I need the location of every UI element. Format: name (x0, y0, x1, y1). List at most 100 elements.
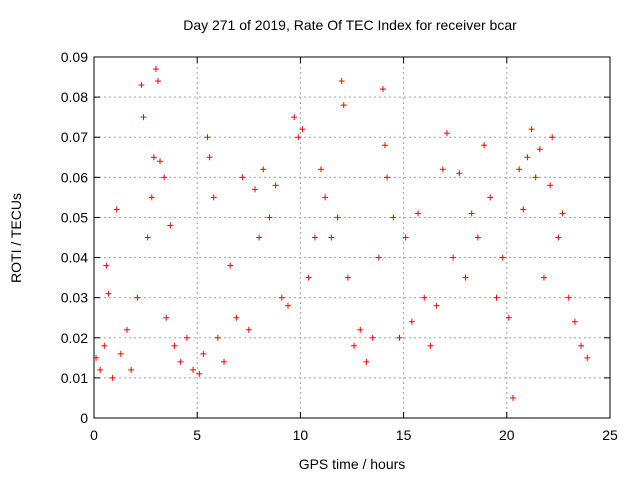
data-point (516, 166, 523, 173)
data-point (481, 142, 488, 149)
x-tick-label: 0 (90, 427, 98, 443)
data-point (402, 234, 409, 241)
data-point (227, 262, 234, 269)
data-point (433, 302, 440, 309)
data-point (154, 78, 161, 85)
data-point (532, 174, 539, 181)
y-tick-label: 0.01 (61, 370, 88, 386)
data-point (124, 326, 131, 333)
data-point (101, 342, 108, 349)
data-point (408, 318, 415, 325)
data-point (103, 262, 110, 269)
x-tick-label: 15 (396, 427, 412, 443)
y-tick-label: 0.03 (61, 290, 88, 306)
data-point (357, 326, 364, 333)
data-point (474, 234, 481, 241)
data-point (584, 354, 591, 361)
data-point (311, 234, 318, 241)
grid-lines (94, 57, 610, 418)
data-point (278, 294, 285, 301)
chart-title: Day 271 of 2019, Rate Of TEC Index for r… (183, 17, 517, 33)
data-point (415, 210, 422, 217)
data-point (439, 166, 446, 173)
data-point (295, 134, 302, 141)
data-point (524, 154, 531, 161)
data-point (462, 274, 469, 281)
data-point (157, 158, 164, 165)
data-point (206, 154, 213, 161)
data-point (148, 194, 155, 201)
data-point (109, 374, 116, 381)
data-point (456, 170, 463, 177)
data-point (318, 166, 325, 173)
data-point (245, 326, 252, 333)
data-point (251, 186, 258, 193)
data-point (144, 234, 151, 241)
data-point (379, 86, 386, 93)
data-point (221, 358, 228, 365)
data-point (200, 350, 207, 357)
data-point (549, 134, 556, 141)
data-point (468, 210, 475, 217)
data-point (375, 254, 382, 261)
data-point (565, 294, 572, 301)
data-point (363, 358, 370, 365)
plot-frame (93, 56, 611, 419)
data-point (291, 114, 298, 121)
data-point (427, 342, 434, 349)
data-point (528, 126, 535, 133)
data-point (536, 146, 543, 153)
data-point (233, 314, 240, 321)
data-point (382, 142, 389, 149)
data-point (163, 314, 170, 321)
data-point (344, 274, 351, 281)
y-tick-label: 0.02 (61, 330, 88, 346)
data-point (196, 370, 203, 377)
data-points (93, 66, 591, 401)
data-point (520, 206, 527, 213)
data-point (384, 174, 391, 181)
data-point (351, 342, 358, 349)
data-point (509, 394, 516, 401)
data-point (390, 214, 397, 221)
data-point (171, 342, 178, 349)
data-point (113, 206, 120, 213)
data-point (285, 302, 292, 309)
data-point (369, 334, 376, 341)
data-point (443, 130, 450, 137)
y-tick-label: 0.07 (61, 129, 88, 145)
data-point (117, 350, 124, 357)
data-point (505, 314, 512, 321)
axis-ticks: 0 0.01 0.02 0.03 0.04 0.05 0.06 0.07 0.08 0.09 0 5 1… (61, 49, 618, 443)
data-point (150, 154, 157, 161)
y-tick-label: 0.06 (61, 169, 88, 185)
data-point (305, 274, 312, 281)
data-point (177, 358, 184, 365)
data-point (266, 214, 273, 221)
data-point (559, 210, 566, 217)
data-point (322, 194, 329, 201)
x-tick-label: 5 (193, 427, 201, 443)
data-point (167, 222, 174, 229)
data-point (134, 294, 141, 301)
data-point (340, 102, 347, 109)
y-tick-label: 0.09 (61, 49, 88, 65)
x-tick-label: 25 (602, 427, 618, 443)
data-point (338, 78, 345, 85)
data-point (487, 194, 494, 201)
data-point (260, 166, 267, 173)
x-axis-label: GPS time / hours (298, 456, 406, 472)
data-point (210, 194, 217, 201)
data-point (161, 174, 168, 181)
data-point (190, 366, 197, 373)
data-point (450, 254, 457, 261)
data-point (239, 174, 246, 181)
y-axis-label: ROTI / TECUs (8, 193, 24, 283)
data-point (128, 366, 135, 373)
data-point (105, 290, 112, 297)
data-point (256, 234, 263, 241)
data-point (93, 354, 100, 361)
data-point (152, 66, 159, 73)
x-tick-label: 10 (293, 427, 309, 443)
